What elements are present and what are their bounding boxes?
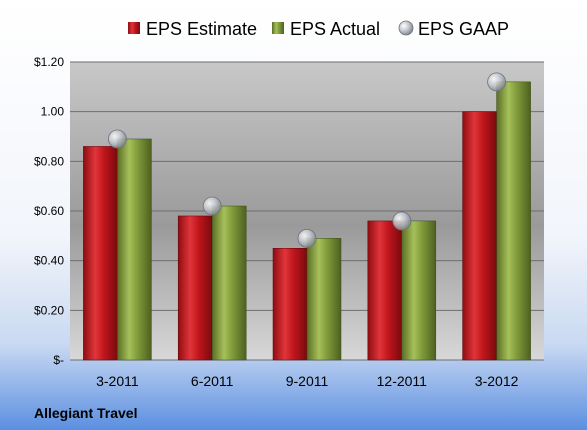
legend-label: EPS Estimate — [146, 19, 257, 39]
company-name: Allegiant Travel — [34, 405, 137, 421]
legend-label: EPS Actual — [290, 19, 380, 39]
y-tick-label: $0.40 — [34, 254, 64, 268]
x-tick-label: 3-2011 — [96, 373, 139, 389]
bar-eps-actual — [496, 81, 531, 361]
legend: EPS Estimate EPS Actual EPS GAAP — [128, 19, 509, 39]
gaap-markers — [108, 72, 507, 248]
y-axis-ticks: $- $0.20 $0.40 $0.60 $0.80 1.00 $1.20 — [34, 55, 64, 367]
x-axis-ticks: 3-2011 6-2011 9-2011 12-2011 3-2012 — [96, 373, 518, 389]
x-tick-label: 3-2012 — [475, 373, 519, 389]
marker-eps-gaap — [202, 196, 222, 216]
bar-eps-estimate — [83, 146, 118, 361]
legend-marker-eps-gaap — [398, 20, 414, 36]
bar-eps-estimate — [462, 111, 497, 361]
bar-eps-estimate — [272, 248, 308, 361]
y-tick-label: $0.80 — [34, 154, 64, 168]
bar-eps-actual — [117, 138, 152, 361]
x-tick-label: 12-2011 — [377, 373, 428, 389]
bars — [83, 81, 531, 361]
marker-eps-gaap — [487, 72, 507, 92]
bar-eps-estimate — [367, 220, 403, 361]
y-tick-label: 1.00 — [41, 105, 65, 119]
bar-eps-actual — [401, 220, 437, 361]
marker-eps-gaap — [108, 129, 127, 149]
legend-label: EPS GAAP — [418, 19, 509, 39]
bar-eps-actual — [211, 205, 247, 361]
legend-marker-estimate — [128, 22, 140, 34]
x-tick-label: 6-2011 — [191, 373, 234, 389]
bar-eps-estimate — [177, 215, 213, 361]
marker-eps-gaap — [392, 211, 412, 231]
y-tick-label: $1.20 — [34, 55, 64, 69]
y-tick-label: $0.60 — [34, 204, 64, 218]
y-tick-label: $- — [53, 353, 64, 367]
y-tick-label: $0.20 — [34, 303, 64, 317]
x-tick-label: 9-2011 — [286, 373, 329, 389]
legend-marker-actual — [272, 22, 284, 34]
marker-eps-gaap — [297, 228, 317, 248]
bar-eps-actual — [306, 238, 342, 361]
